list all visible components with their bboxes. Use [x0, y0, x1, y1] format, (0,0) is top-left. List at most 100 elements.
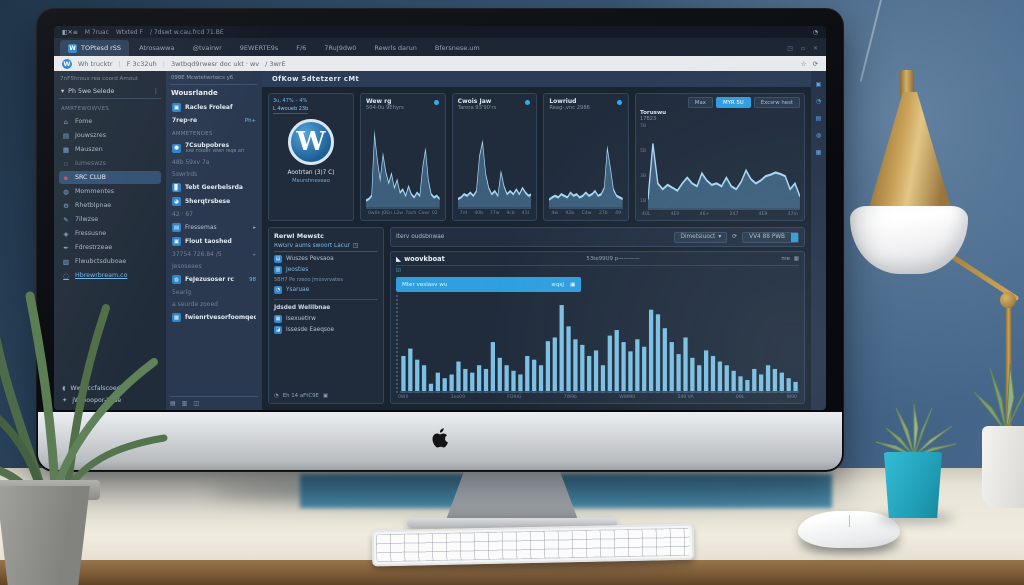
- menubar-icon[interactable]: ✕: [67, 28, 73, 36]
- list-item[interactable]: ▥ Jeosties: [274, 266, 309, 274]
- list-item[interactable]: ◪ Issesde Eaeqsoe: [274, 326, 335, 334]
- right-icon-rail: ▣ ◔ ▤ ◍ ▦: [811, 71, 826, 410]
- sidebar-item[interactable]: ▤ Jouwszres: [59, 129, 161, 142]
- subsidebar-item[interactable]: 37754 726.84 /5 ▸: [170, 249, 258, 260]
- handle-icon[interactable]: ≡qsJ: [551, 281, 565, 288]
- traffic-chart-card[interactable]: Max MYR 5U Excsrw hest Toruswu 17B23 7B 5…: [635, 93, 806, 221]
- line-chart: [648, 123, 801, 210]
- subsidebar-item[interactable]: a seurde zooed: [170, 299, 258, 310]
- sidebar-item[interactable]: ⌂ Fome: [59, 115, 161, 128]
- item-icon: ▣: [172, 103, 181, 112]
- external-link-icon: ◳: [353, 243, 359, 249]
- sidebar-footer-link[interactable]: ✦ jWrooopor-bose: [59, 394, 161, 406]
- selected-range-bar[interactable]: Mter veslasv wu ≡qsJ ▣: [396, 277, 582, 292]
- primary-sidebar: 7nF5hrous rea coord Amout ▾ Ph 5we Seled…: [54, 71, 166, 410]
- wordpress-card[interactable]: 3u, 47% – 4% L 4woueb 23b W Aootrtan (3)…: [268, 93, 354, 221]
- tabbar-icon[interactable]: ▫: [800, 44, 805, 52]
- list-item[interactable]: ▦ Isexuetlrw: [274, 315, 316, 323]
- subsidebar-item[interactable]: ▊ Tebt Geerbelsrda: [170, 181, 258, 194]
- card-title: Wew rg: [366, 98, 392, 105]
- sidebar-item[interactable]: ✒ Fdrestrzeae: [59, 241, 161, 254]
- footer-tool-icon[interactable]: ◫: [193, 400, 200, 407]
- subsidebar-item[interactable]: ◕ 5herqtrsbese: [170, 195, 258, 208]
- kebab-menu-icon[interactable]: ⋮: [152, 88, 159, 95]
- subsidebar-item[interactable]: ▣ Flout taoshed: [170, 235, 258, 248]
- subsidebar-item[interactable]: 5swrlrds: [170, 169, 258, 180]
- tab[interactable]: F/6: [288, 40, 314, 56]
- tab[interactable]: Rewrls darun: [366, 40, 425, 56]
- tab[interactable]: 9EWERTE9s: [232, 40, 286, 56]
- recent-link[interactable]: RwGrv aums swoort Lacur ◳: [274, 243, 378, 252]
- rail-tool-icon[interactable]: ◔: [815, 98, 822, 105]
- x-tick-label: 7W9b: [563, 395, 577, 400]
- menubar-icon[interactable]: ◧: [62, 28, 68, 36]
- sidebar-item[interactable]: ▫ Iumeswzs: [59, 157, 161, 170]
- subsidebar-item[interactable]: ◍ FeJezusoser rc 98: [170, 273, 258, 286]
- sidebar-item[interactable]: ▪ SRC CLUB: [59, 171, 161, 184]
- sidebar-item-label: Jouwszres: [75, 132, 107, 139]
- bookmark-icon[interactable]: ☆: [800, 59, 807, 68]
- subsidebar-item[interactable]: AMMETENDES: [170, 129, 258, 139]
- subsidebar-item[interactable]: ▤ Fressemas ▸: [170, 221, 258, 234]
- sidebar-item-label: Mommentes: [75, 188, 115, 195]
- browser-tabbar: W TOPtesd rSS Atrosawwa @tvairwr 9EWERTE9s…: [54, 38, 826, 56]
- sidebar-item[interactable]: ◌ Hbrewrbream.co: [59, 269, 161, 282]
- sidebar-footer-link[interactable]: ◖ Ww occfalscoed: [59, 382, 161, 394]
- footer-tool-icon[interactable]: ▥: [181, 400, 188, 407]
- menubar-icon[interactable]: ≡: [72, 28, 78, 36]
- keyboard-keys: [375, 527, 691, 563]
- sidebar-item[interactable]: ⚙ Rhetblpnae: [59, 199, 161, 212]
- wp-link-line[interactable]: L 4woueb 23b: [273, 106, 309, 114]
- reload-icon[interactable]: ⟳: [812, 59, 818, 68]
- tab[interactable]: 7RuJ9dw0: [316, 40, 364, 56]
- expand-icon[interactable]: ▣: [570, 281, 576, 288]
- subsidebar-item[interactable]: Jesoseaes: [170, 261, 258, 272]
- subsidebar-item[interactable]: 42 · 67: [170, 209, 258, 220]
- desk-wood-edge: [0, 560, 1024, 585]
- imac-chin: [38, 412, 842, 470]
- sidebar-item[interactable]: ▧ Flwubctsduboae: [59, 255, 161, 268]
- list-item[interactable]: ▤ Wuszes Pevsaoa: [274, 255, 334, 263]
- item-label: 42 · 67: [172, 211, 193, 218]
- tabbar-icon[interactable]: ✕: [812, 44, 818, 52]
- tabbar-icon[interactable]: ◳: [787, 44, 793, 52]
- subsidebar-item[interactable]: ▣ Racles Froleaf: [170, 101, 258, 114]
- sidebar-item[interactable]: ◈ Fressusne: [59, 227, 161, 240]
- tab[interactable]: @tvairwr: [184, 40, 229, 56]
- filter-dropdown[interactable]: Dimetsiuoct ▾: [674, 231, 728, 243]
- section-subtitle: Jdsded Welilbnae: [274, 305, 331, 311]
- item-icon: ●: [172, 143, 181, 153]
- stat-card-3[interactable]: Lowriud Reag-,vnc 2986 4w 92b C4w 27b 49: [543, 93, 630, 221]
- subsidebar-item[interactable]: 5earlg: [170, 287, 258, 298]
- menubar-item[interactable]: Wtxted F: [115, 28, 143, 36]
- tab[interactable]: Atrosawwa: [131, 40, 182, 56]
- sidebar-item[interactable]: ◍ Mommentes: [59, 185, 161, 198]
- rail-tool-icon[interactable]: ▦: [815, 149, 822, 156]
- menubar-item[interactable]: M 7ruac: [84, 28, 109, 36]
- refresh-icon[interactable]: ⟳: [732, 234, 738, 240]
- stat-card-2[interactable]: Cwois Jaw Tarora 93'90'rs 7rd 40b 77w 9cb 41…: [451, 93, 538, 221]
- checkbox-icon[interactable]: ☑: [396, 268, 401, 274]
- subsidebar-item[interactable]: ● 7Csubpobres Tow Ftsder Tewh reqe aff: [170, 140, 258, 156]
- subsidebar-item[interactable]: 7rep-re Ph+: [170, 115, 258, 126]
- grid-view-icon[interactable]: ▦: [793, 256, 799, 262]
- browser-addressbar[interactable]: W Wh trucktr | F 3c32uh | 3wtbqd9rwesr d…: [54, 56, 826, 71]
- range-button-active[interactable]: MYR 5U: [715, 97, 751, 108]
- sidebar-item[interactable]: ▦ Mauszen: [59, 143, 161, 156]
- tab-active[interactable]: W TOPtesd rSS: [60, 40, 130, 56]
- stat-card-1[interactable]: Wew rg 504-0u 9Ehyrs 0w0s J0En L2w 7ach Cawr…: [360, 93, 446, 221]
- rail-tool-icon[interactable]: ▤: [815, 115, 822, 122]
- tab[interactable]: Bfersnese.um: [427, 40, 488, 56]
- footer-tool-icon[interactable]: ▤: [170, 400, 176, 407]
- export-button[interactable]: Excsrw hest: [753, 97, 801, 108]
- rail-tool-icon[interactable]: ▣: [815, 81, 822, 88]
- range-button[interactable]: Max: [687, 97, 713, 108]
- sidebar-item[interactable]: ✎ 7ilwzse: [59, 213, 161, 226]
- sidebar-search[interactable]: ▾ Ph 5we Selede ⋮: [59, 86, 161, 99]
- clock-icon: ◔: [274, 286, 282, 294]
- subsidebar-item[interactable]: ▦ fwienrtvesorfoomqedf: [170, 311, 258, 324]
- primary-action-button[interactable]: VV4 88 PWB: [742, 231, 799, 243]
- subsidebar-item[interactable]: 48b 59xv 7a: [170, 157, 258, 168]
- list-item[interactable]: ◔ Ysaruae: [274, 286, 310, 294]
- rail-tool-icon[interactable]: ◍: [815, 132, 822, 139]
